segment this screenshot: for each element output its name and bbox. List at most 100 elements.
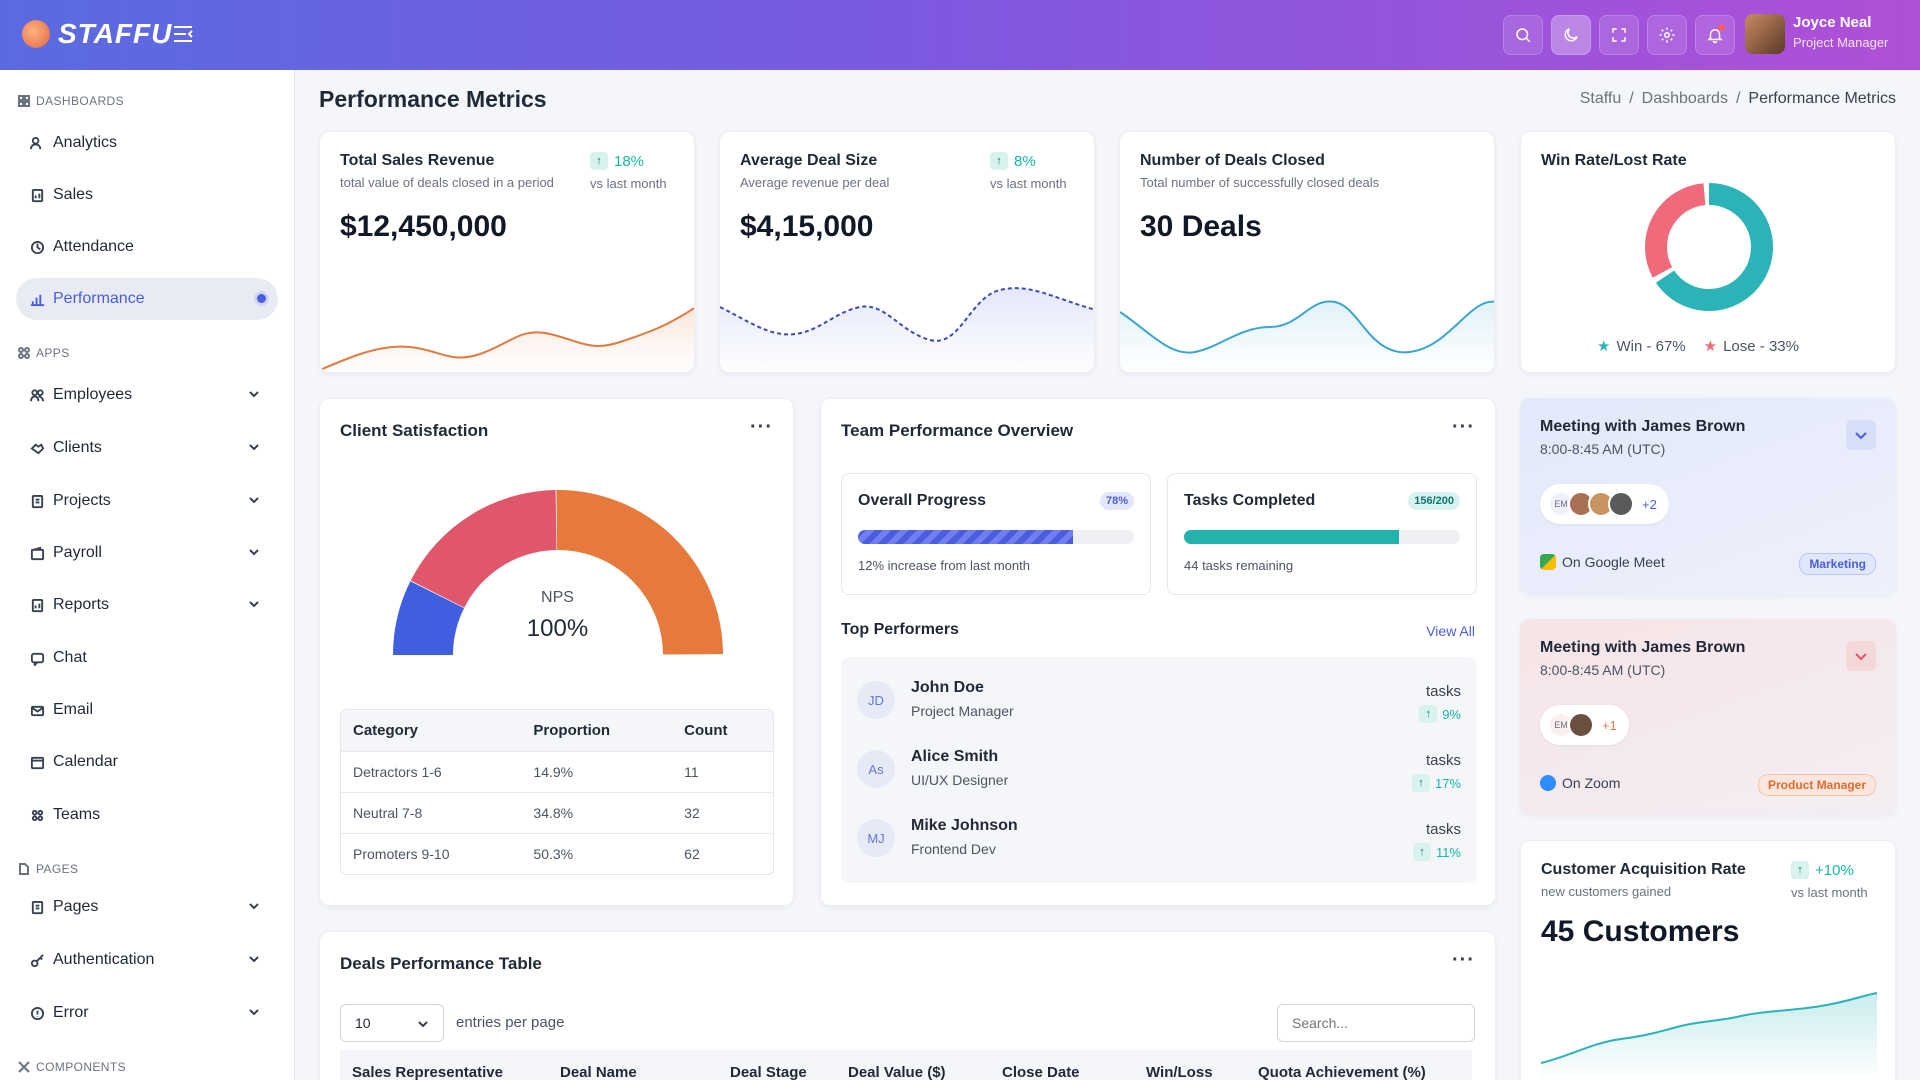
chevron-down-icon [1855,432,1867,440]
col-header[interactable]: Quota Achievement (%) [1258,1064,1426,1080]
sidebar-item-error[interactable]: Error [16,992,278,1034]
sidebar-item-sales[interactable]: Sales [16,174,278,216]
search-button[interactable] [1503,15,1543,55]
sidebar: DASHBOARDS Analytics Sales Attendance Pe… [0,70,295,1080]
performer-tasks: tasks [1425,821,1461,838]
entries-select[interactable]: 10 [340,1004,444,1042]
search-icon [1516,28,1531,43]
sidebar-item-label: Sales [53,186,94,203]
wallet-icon [30,546,45,560]
sidebar-item-label: Authentication [53,951,155,968]
performer-name: Mike Johnson [911,817,1018,834]
meeting-tag: Marketing [1799,553,1876,575]
section-label: DASHBOARDS [36,94,125,108]
progress-bar [858,530,1134,544]
kpi-change-value: 18% [614,152,645,170]
search-input[interactable] [1277,1004,1475,1042]
attendee-avatars[interactable]: EM +2 [1540,484,1669,524]
card-title: Deals Performance Table [340,954,542,973]
deals-closed-sparkline [1120,300,1494,372]
google-meet-icon [1540,554,1556,570]
kpi-change: ↑ 8% [990,152,1036,170]
win-lose-donut [1645,183,1773,311]
sidebar-item-projects[interactable]: Projects [16,480,278,522]
list-item[interactable]: JD John Doe Project Manager tasks ↑ 9% [841,663,1477,732]
sidebar-item-performance[interactable]: Performance [16,278,278,320]
gear-icon [1659,27,1675,43]
breadcrumb-separator: / [1629,90,1634,107]
col-header[interactable]: Deal Name [560,1064,637,1080]
performer-role: Frontend Dev [911,841,996,857]
sidebar-item-chat[interactable]: Chat [16,637,278,679]
chevron-down-icon [1855,653,1867,661]
sidebar-item-reports[interactable]: Reports [16,584,278,626]
sidebar-item-pages[interactable]: Pages [16,886,278,928]
star-icon: ★ [1597,338,1611,355]
chevron-down-icon [249,903,259,910]
col-header[interactable]: Close Date [1002,1064,1080,1080]
kpi-vs: vs last month [590,176,667,191]
notifications-button[interactable] [1695,15,1735,55]
more-options-icon[interactable]: ··· [750,416,773,438]
meeting-title: Meeting with James Brown [1540,639,1746,656]
fullscreen-button[interactable] [1599,15,1639,55]
sidebar-item-attendance[interactable]: Attendance [16,226,278,268]
col-header[interactable]: Win/Loss [1146,1064,1213,1080]
brand-logo[interactable]: STAFFU [22,18,172,50]
attendee-avatars[interactable]: EM +1 [1540,705,1629,745]
expand-button[interactable] [1846,641,1876,671]
settings-button[interactable] [1647,15,1687,55]
sidebar-item-teams[interactable]: Teams [16,794,278,836]
more-options-icon[interactable]: ··· [1452,949,1475,971]
file-icon [19,863,29,875]
sidebar-item-label: Error [53,1004,89,1021]
sidebar-item-analytics[interactable]: Analytics [16,122,278,164]
breadcrumb-item[interactable]: Staffu [1579,90,1622,107]
performer-name: Alice Smith [911,748,999,765]
sidebar-item-payroll[interactable]: Payroll [16,532,278,574]
legend-lose-label: Lose - 33% [1723,337,1799,355]
col-header[interactable]: Deal Value ($) [848,1064,946,1080]
sidebar-item-employees[interactable]: Employees [16,374,278,416]
col-header[interactable]: Sales Representative [352,1064,503,1080]
arrow-up-icon: ↑ [590,152,608,170]
sidebar-item-clients[interactable]: Clients [16,427,278,469]
team-performance-card: Team Performance Overview ··· Overall Pr… [820,398,1496,906]
table-row: Detractors 1-6 14.9% 11 [341,751,773,793]
list-item[interactable]: MJ Mike Johnson Frontend Dev tasks ↑ 11% [841,801,1477,870]
sidebar-item-email[interactable]: Email [16,689,278,731]
kpi-card-deal-size: Average Deal Size Average revenue per de… [719,131,1095,373]
legend-lose: ★ Lose - 33% [1703,337,1799,356]
menu-toggle-icon[interactable] [172,24,194,44]
arrow-up-icon: ↑ [1419,705,1438,723]
kpi-value: $12,450,000 [340,210,507,243]
sidebar-item-label: Chat [53,649,87,666]
col-header: Category [341,710,522,752]
more-options-icon[interactable]: ··· [1452,416,1475,438]
table-cell: 32 [672,792,773,834]
dark-mode-button[interactable] [1551,15,1591,55]
meeting-platform: On Google Meet [1540,554,1665,570]
section-label: COMPONENTS [36,1060,127,1074]
sidebar-item-authentication[interactable]: Authentication [16,939,278,981]
performer-change: ↑ 11% [1412,843,1461,861]
sidebar-item-label: Analytics [53,134,118,151]
star-icon: ★ [1703,338,1718,355]
gauge-segment-neutral [410,490,557,608]
page-title: Performance Metrics [319,86,547,112]
kpi-card-deals-closed: Number of Deals Closed Total number of s… [1119,131,1495,373]
sidebar-item-calendar[interactable]: Calendar [16,741,278,783]
list-item[interactable]: As Alice Smith UI/UX Designer tasks ↑ 17% [841,732,1477,801]
performer-role: UI/UX Designer [911,772,1009,788]
view-all-link[interactable]: View All [1426,623,1475,639]
user-avatar[interactable] [1745,14,1785,54]
legend-win: ★ Win - 67% [1597,337,1686,356]
col-header[interactable]: Deal Stage [730,1064,807,1080]
gauge-segment-detractors [393,581,465,655]
table-row: Promoters 9-10 50.3% 62 [341,834,773,875]
expand-button[interactable] [1846,420,1876,450]
sidebar-item-label: Attendance [53,238,134,255]
breadcrumb-item[interactable]: Dashboards [1641,90,1728,107]
team-icon [31,809,44,821]
progress-note: 12% increase from last month [858,558,1030,573]
